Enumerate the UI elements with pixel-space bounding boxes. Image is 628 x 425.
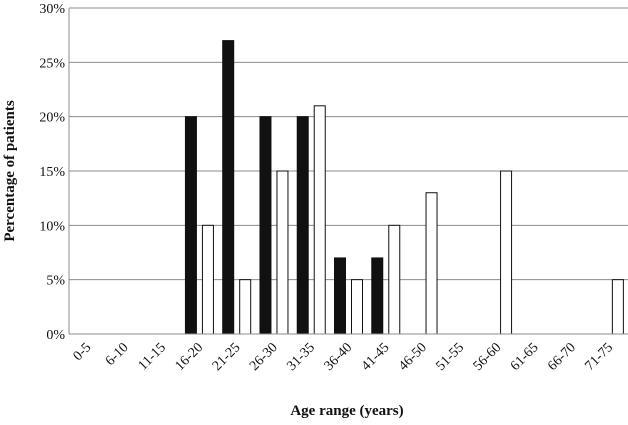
bar-series2-36-40 [351,279,363,335]
x-tick-label: 71-75 [582,340,616,374]
bar-series2-46-50 [425,192,438,335]
bar-series2-16-20 [201,224,214,335]
x-tick-label: 41-45 [359,340,393,374]
y-tick-label: 30% [39,2,65,17]
bar-series2-56-60 [500,170,513,335]
bar-series1-31-35 [296,116,309,335]
x-tick-label: 21-25 [210,340,244,374]
x-tick-label: 31-35 [284,340,318,374]
x-tick-label: 26-30 [247,340,281,374]
bar-series1-21-25 [222,40,235,335]
x-tick-label: 36-40 [322,340,356,374]
x-tick-label: 66-70 [545,340,579,374]
y-tick-label: 15% [39,165,65,180]
x-tick-label: 46-50 [396,340,430,374]
y-tick-label: 5% [46,274,65,289]
grid-lines [69,7,628,281]
y-tick-label: 10% [39,219,65,234]
bar-series2-26-30 [276,170,289,335]
bar-series2-21-25 [239,279,252,335]
x-tick-label: 0-5 [71,340,95,364]
bar-series1-16-20 [184,116,197,335]
bar-series1-41-45 [371,257,384,335]
bars [184,40,624,335]
x-tick-labels: 0-5 6-10 11-15 16-20 21-25 26-30 31-35 36-40 41-… [71,340,617,374]
y-axis-title: Percentage of patients [2,100,18,242]
bar-series1-36-40 [334,257,346,335]
y-tick-label: 20% [39,111,65,126]
axes [68,8,628,335]
bar-series2-71-75 [611,279,624,335]
bar-series2-31-35 [313,105,326,335]
x-tick-label: 16-20 [173,340,207,374]
x-axis-title: Age range (years) [290,403,403,419]
y-tick-label: 0% [46,328,65,343]
y-tick-labels: 0% 5% 10% 15% 20% 25% 30% [39,2,65,343]
x-tick-label: 11-15 [136,340,169,373]
bar-series2-41-45 [388,224,401,335]
bar-series1-26-30 [259,116,272,335]
x-tick-label: 6-10 [103,340,132,369]
x-tick-label: 56-60 [471,340,505,374]
y-tick-label: 25% [39,56,65,71]
x-tick-label: 51-55 [433,340,467,374]
x-tick-label: 61-65 [508,340,542,374]
